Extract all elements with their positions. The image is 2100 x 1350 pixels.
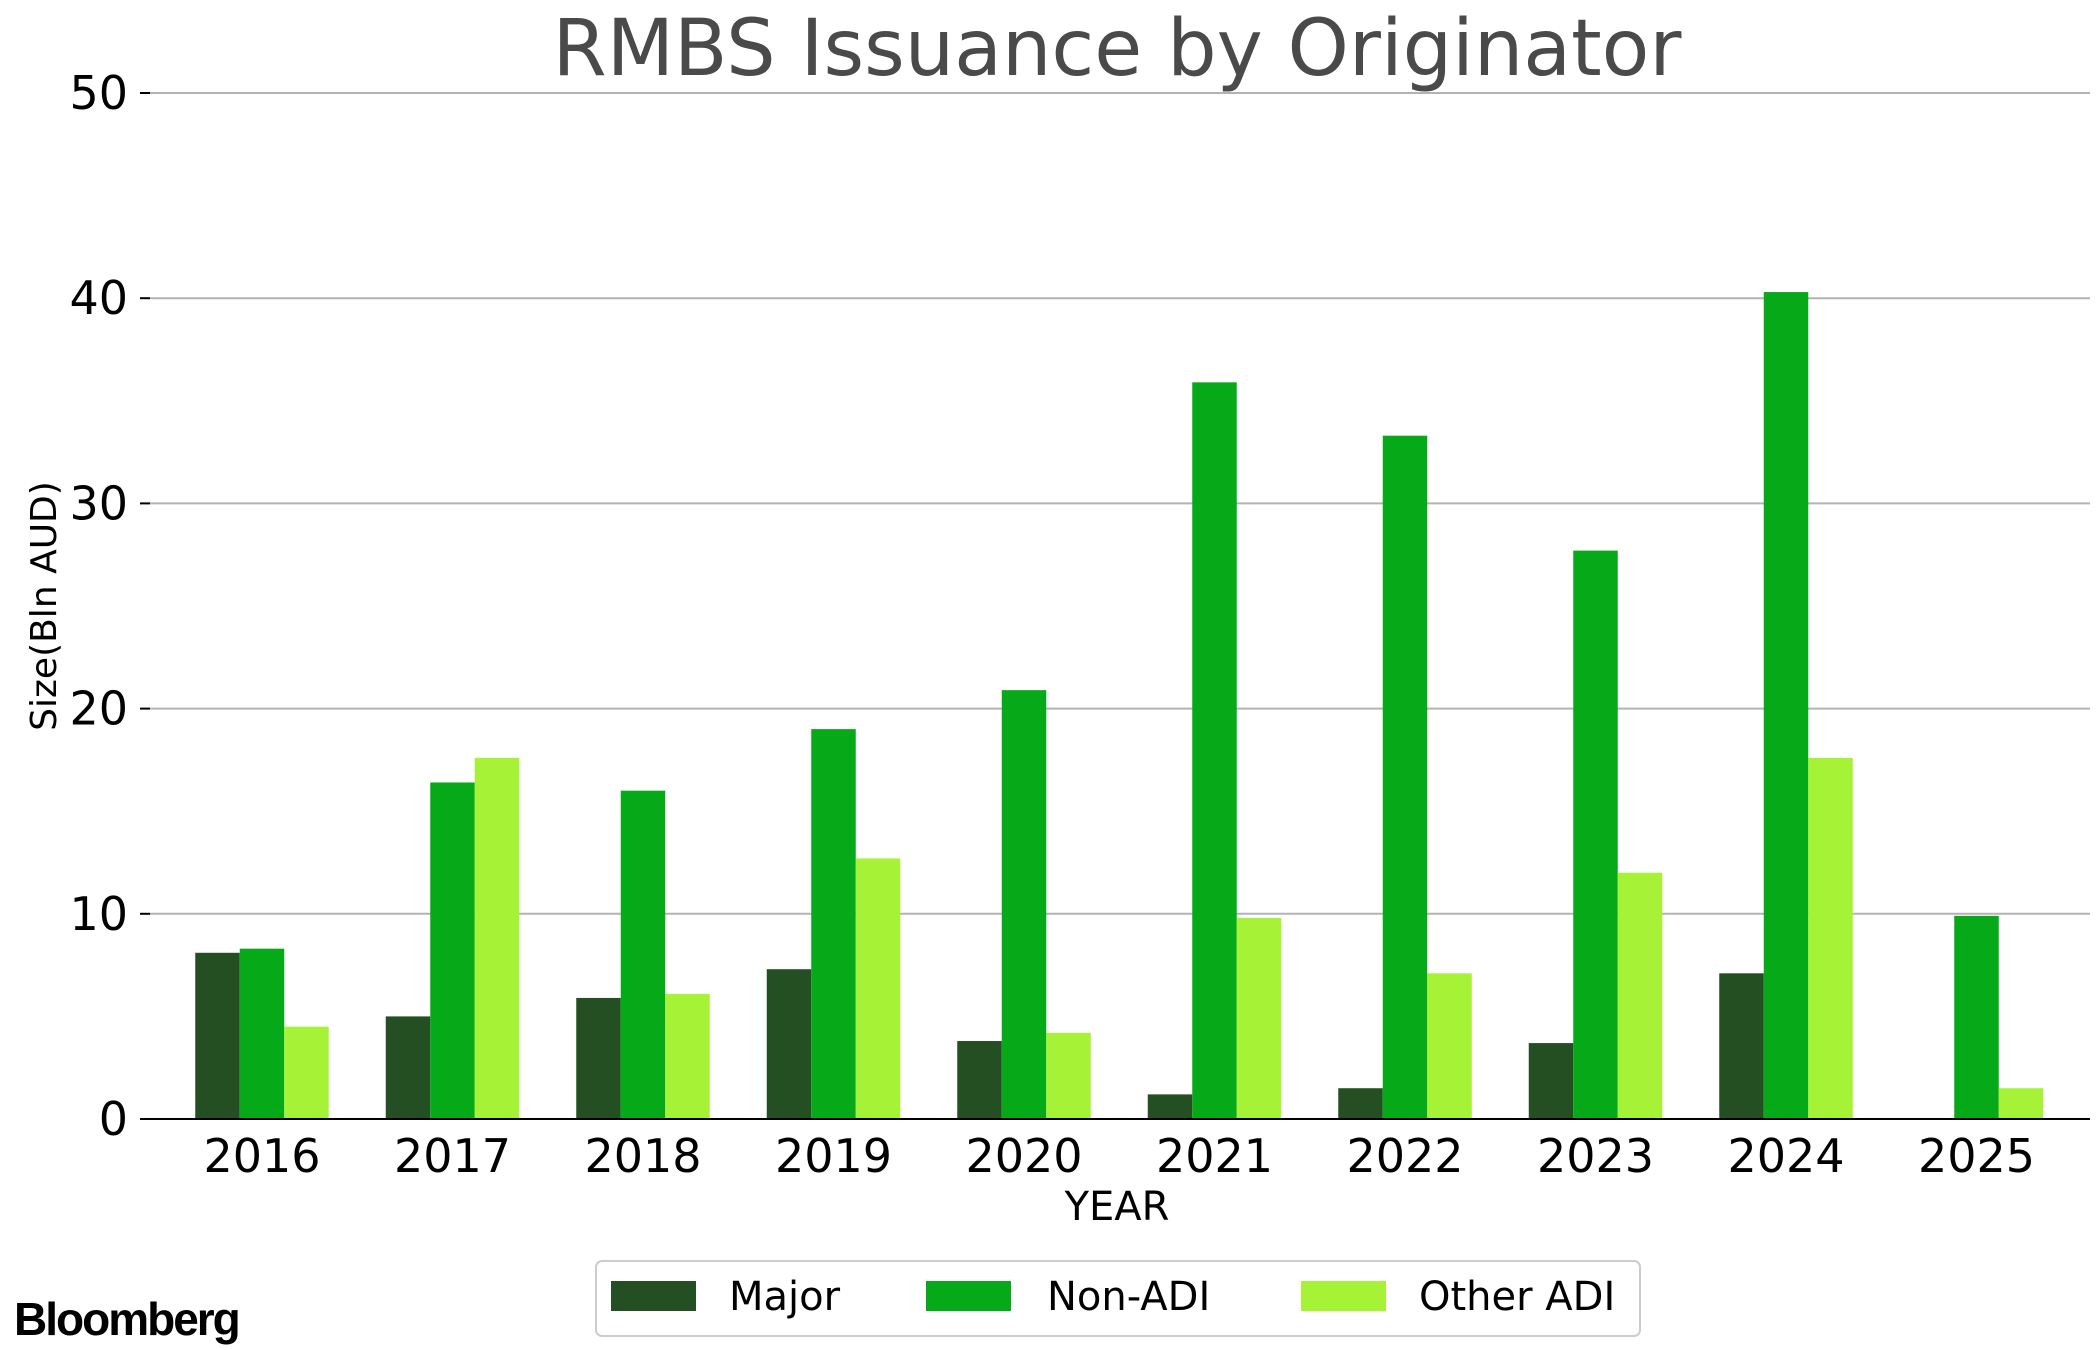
bar: [1236, 917, 1282, 1119]
x-tick-label: 2019: [775, 1129, 892, 1183]
x-tick-label: 2025: [1918, 1129, 2035, 1183]
y-axis-ticks: 0 10 20 30 40 50: [69, 66, 150, 1146]
bar: [957, 1041, 1002, 1119]
legend-label: Major: [729, 1274, 841, 1320]
x-tick-label: 2023: [1537, 1129, 1654, 1183]
bar: [195, 952, 240, 1119]
legend-swatch: [926, 1281, 1011, 1311]
bar: [1192, 382, 1237, 1119]
bar: [474, 757, 520, 1119]
x-tick-label: 2017: [394, 1129, 511, 1183]
legend-label: Non-ADI: [1047, 1274, 1210, 1320]
y-tick-label: 50: [69, 66, 128, 120]
x-axis-label: YEAR: [1064, 1184, 1170, 1230]
legend-box: [595, 1260, 1641, 1337]
bar: [1808, 757, 1853, 1119]
y-tick-label: 40: [69, 271, 128, 325]
y-axis-label: Size(Bln AUD): [24, 481, 65, 731]
bar: [1617, 872, 1663, 1119]
x-tick-label: 2021: [1156, 1129, 1273, 1183]
bar: [1382, 435, 1428, 1120]
bar: [766, 969, 812, 1119]
bar: [855, 858, 901, 1119]
y-tick-label: 20: [69, 682, 128, 736]
legend-swatch: [1301, 1281, 1386, 1311]
x-tick-label: 2018: [584, 1129, 701, 1183]
bar: [284, 1026, 329, 1119]
bar: [1427, 973, 1472, 1119]
bar: [385, 1016, 431, 1119]
bar: [1046, 1032, 1091, 1119]
legend-label: Other ADI: [1419, 1274, 1615, 1320]
bloomberg-logo: Bloomberg: [14, 1293, 241, 1345]
bar: [239, 948, 285, 1119]
x-tick-label: 2016: [203, 1129, 320, 1183]
bar: [1954, 915, 1999, 1119]
chart-title: RMBS Issuance by Originator: [553, 4, 1683, 94]
bar: [1338, 1088, 1383, 1119]
bar: [576, 997, 621, 1119]
x-tick-label: 2024: [1727, 1129, 1844, 1183]
bar: [1001, 690, 1047, 1119]
y-tick-label: 30: [69, 476, 128, 530]
x-tick-label: 2020: [965, 1129, 1082, 1183]
bar: [1998, 1088, 2044, 1119]
bar: [1763, 292, 1809, 1119]
x-axis-ticks: 2016 2017 2018 2019 2020 2021 2022 2023 2024 2025: [203, 1129, 2035, 1183]
y-tick-label: 10: [69, 887, 128, 941]
bar: [620, 790, 666, 1119]
legend: Major Non-ADI Other ADI: [595, 1260, 1641, 1337]
bar: [665, 993, 710, 1119]
bar: [1528, 1043, 1574, 1119]
bar: [1719, 973, 1764, 1119]
y-tick-label: 0: [99, 1092, 128, 1146]
bar: [1147, 1094, 1193, 1119]
bar: [430, 782, 475, 1119]
x-tick-label: 2022: [1346, 1129, 1463, 1183]
bar: [1573, 550, 1618, 1119]
bar: [811, 729, 856, 1119]
legend-swatch: [611, 1281, 696, 1311]
bars: [195, 292, 2044, 1120]
